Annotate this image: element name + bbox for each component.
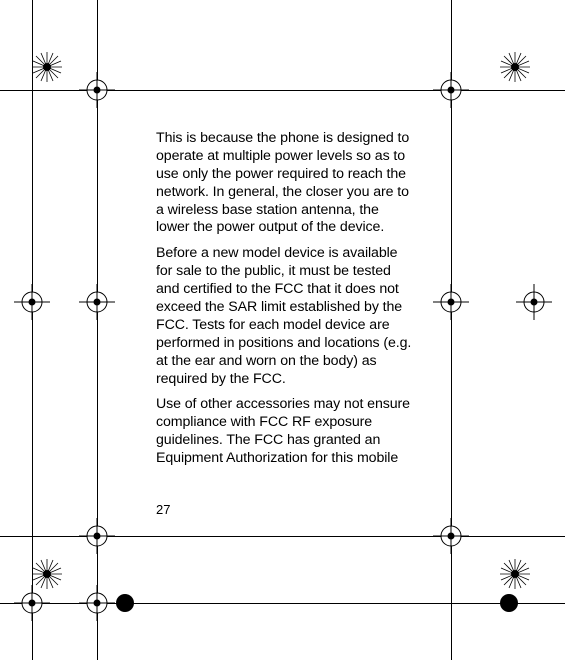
registration-mark-icon	[516, 284, 552, 320]
registration-mark-icon	[79, 585, 115, 621]
registration-mark-icon	[79, 518, 115, 554]
solid-dot-icon	[500, 594, 518, 612]
registration-mark-icon	[79, 284, 115, 320]
paragraph: This is because the phone is designed to…	[156, 130, 412, 237]
registration-mark-icon	[433, 72, 469, 108]
registration-mark-icon	[433, 284, 469, 320]
registration-mark-icon	[433, 518, 469, 554]
solid-dot-icon	[116, 594, 134, 612]
registration-mark-icon	[14, 284, 50, 320]
starburst-icon	[32, 559, 62, 589]
registration-mark-icon	[79, 72, 115, 108]
starburst-icon	[32, 52, 62, 82]
paragraph: Before a new model device is available f…	[156, 245, 412, 388]
body-text-block: This is because the phone is designed to…	[156, 130, 412, 476]
paragraph: Use of other accessories may not ensure …	[156, 396, 412, 468]
print-page: This is because the phone is designed to…	[0, 0, 565, 660]
starburst-icon	[500, 52, 530, 82]
registration-mark-icon	[14, 585, 50, 621]
starburst-icon	[500, 559, 530, 589]
page-number: 27	[156, 502, 170, 517]
